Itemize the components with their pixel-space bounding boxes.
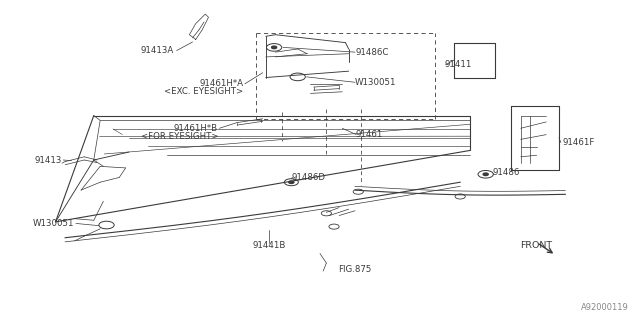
Text: A92000119: A92000119 xyxy=(581,303,629,312)
Text: 91486C: 91486C xyxy=(355,48,388,57)
Text: 91413: 91413 xyxy=(35,156,62,164)
Text: <EXC. EYESIGHT>: <EXC. EYESIGHT> xyxy=(164,87,244,96)
Text: 91413A: 91413A xyxy=(140,46,173,55)
Text: 91411: 91411 xyxy=(444,60,472,69)
Text: 91486D: 91486D xyxy=(291,173,325,182)
Circle shape xyxy=(289,181,294,183)
Text: FRONT: FRONT xyxy=(520,241,553,250)
Text: 91441B: 91441B xyxy=(252,241,285,250)
Text: W130051: W130051 xyxy=(33,219,75,228)
Text: 91461H*A: 91461H*A xyxy=(200,79,244,88)
Text: W130051: W130051 xyxy=(355,78,397,87)
Text: 91486: 91486 xyxy=(492,168,520,177)
Text: 91461F: 91461F xyxy=(562,138,595,147)
Text: <FOR EYESIGHT>: <FOR EYESIGHT> xyxy=(141,132,218,141)
Circle shape xyxy=(483,173,488,176)
Text: FIG.875: FIG.875 xyxy=(339,265,372,274)
Text: 91461: 91461 xyxy=(355,130,383,139)
Circle shape xyxy=(271,46,276,49)
Text: 91461H*B: 91461H*B xyxy=(174,124,218,133)
